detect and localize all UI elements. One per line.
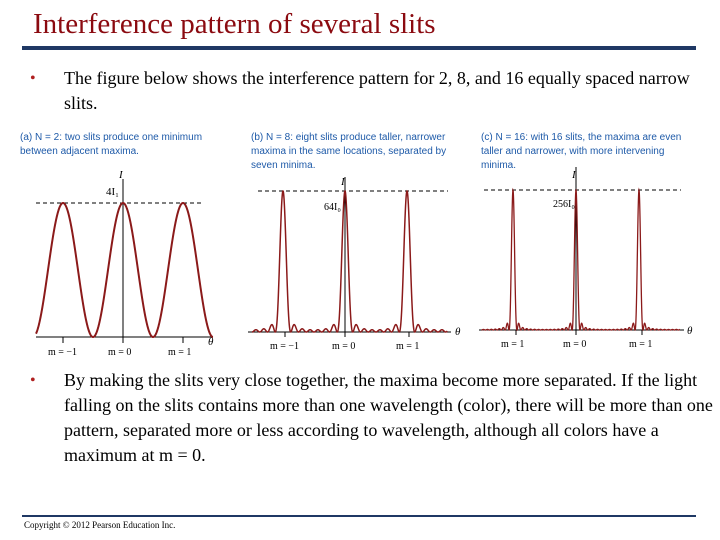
- panel-a-caption: (a) N = 2: two slits produce one minimum…: [20, 131, 232, 159]
- interference-figure: (a) N = 2: two slits produce one minimum…: [18, 127, 700, 361]
- slide-title: Interference pattern of several slits: [33, 8, 436, 40]
- tick-label: m = 0: [332, 341, 355, 352]
- copyright-notice: Copyright © 2012 Pearson Education Inc.: [24, 520, 176, 530]
- tick-label: m = 1: [629, 339, 652, 350]
- bullet-text: By making the slits very close together,…: [64, 370, 713, 465]
- x-axis-label: θ: [455, 326, 461, 338]
- y-axis-label: I: [118, 169, 124, 181]
- tick-label: m = −1: [48, 347, 77, 358]
- title-underline: [22, 46, 696, 50]
- intensity-curve: [251, 189, 448, 333]
- tick-label: m = 0: [563, 339, 586, 350]
- bullet-icon: •: [30, 372, 36, 389]
- max-label: 4I₁: [106, 186, 119, 198]
- y-axis-label: I: [340, 176, 346, 188]
- tick-label: m = 1: [396, 341, 419, 352]
- tick-label: m = 1: [168, 347, 191, 358]
- tick-label: m = 0: [108, 347, 131, 358]
- panel-a-plot: I 4I₁ θ m = −1 m = 0 m = 1: [35, 169, 214, 358]
- panel-b-caption-text: N = 8: eight slits produce taller, narro…: [251, 132, 447, 171]
- panel-b-caption: (b) N = 8: eight slits produce taller, n…: [251, 131, 456, 173]
- max-label: 64I₀: [324, 202, 341, 213]
- bullet-icon: •: [30, 70, 36, 87]
- panel-c-caption: (c) N = 16: with 16 slits, the maxima ar…: [481, 131, 693, 173]
- panel-c-caption-text: N = 16: with 16 slits, the maxima are ev…: [481, 132, 682, 171]
- tick-label: m = 1: [501, 339, 524, 350]
- x-axis-label: θ: [687, 325, 693, 337]
- intensity-curve: [35, 202, 214, 338]
- panel-c-plot: I 256I₀ θ m = 1 m = 0 m = 1: [479, 167, 693, 350]
- bullet-text: The figure below shows the interference …: [64, 68, 690, 113]
- panel-b-plot: I 64I₀ θ m = −1 m = 0 m = 1: [248, 176, 461, 352]
- footer-rule: [22, 515, 696, 517]
- panel-a-caption-text: N = 2: two slits produce one minimum bet…: [20, 132, 203, 157]
- panel-b-label: (b): [251, 132, 264, 143]
- max-label: 256I₀: [553, 199, 575, 210]
- tick-label: m = −1: [270, 341, 299, 352]
- panel-a-label: (a): [20, 132, 33, 143]
- panel-c-label: (c): [481, 132, 493, 143]
- y-axis-label: I: [571, 169, 577, 181]
- intensity-curve: [481, 187, 681, 332]
- x-axis-label: θ: [208, 336, 214, 348]
